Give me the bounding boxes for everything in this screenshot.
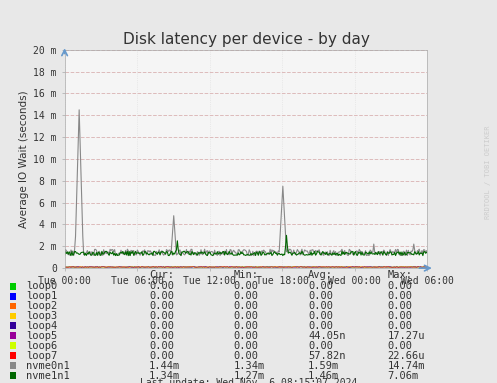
Title: Disk latency per device - by day: Disk latency per device - by day [123,32,369,47]
Text: 0.00: 0.00 [149,281,174,291]
Text: loop2: loop2 [26,301,57,311]
Text: loop3: loop3 [26,311,57,321]
Text: 0.00: 0.00 [149,311,174,321]
Text: 1.27m: 1.27m [234,371,265,381]
Text: 0.00: 0.00 [388,291,413,301]
Text: loop5: loop5 [26,331,57,341]
Text: 0.00: 0.00 [388,301,413,311]
Text: 0.00: 0.00 [308,281,333,291]
Text: 0.00: 0.00 [388,311,413,321]
Text: 0.00: 0.00 [308,341,333,351]
Text: 1.46m: 1.46m [308,371,339,381]
Text: 0.00: 0.00 [149,291,174,301]
Text: nvme0n1: nvme0n1 [26,361,70,371]
Text: 0.00: 0.00 [149,341,174,351]
Text: 0.00: 0.00 [308,301,333,311]
Text: 1.59m: 1.59m [308,361,339,371]
Text: 7.06m: 7.06m [388,371,419,381]
Text: 0.00: 0.00 [388,281,413,291]
Text: 0.00: 0.00 [149,301,174,311]
Text: 0.00: 0.00 [388,321,413,331]
Text: Min:: Min: [234,270,258,280]
Text: 1.34m: 1.34m [234,361,265,371]
Text: 0.00: 0.00 [308,291,333,301]
Text: Avg:: Avg: [308,270,333,280]
Text: loop4: loop4 [26,321,57,331]
Text: loop0: loop0 [26,281,57,291]
Text: 22.66u: 22.66u [388,351,425,361]
Text: 0.00: 0.00 [308,321,333,331]
Text: 0.00: 0.00 [234,321,258,331]
Text: 0.00: 0.00 [234,281,258,291]
Text: 0.00: 0.00 [149,351,174,361]
Text: loop7: loop7 [26,351,57,361]
Text: 14.74m: 14.74m [388,361,425,371]
Text: loop6: loop6 [26,341,57,351]
Text: Last update: Wed Nov  6 08:15:07 2024: Last update: Wed Nov 6 08:15:07 2024 [140,378,357,383]
Text: 0.00: 0.00 [234,341,258,351]
Text: 1.34m: 1.34m [149,371,180,381]
Text: 0.00: 0.00 [234,291,258,301]
Text: 17.27u: 17.27u [388,331,425,341]
Text: 0.00: 0.00 [149,331,174,341]
Text: 0.00: 0.00 [308,311,333,321]
Text: 0.00: 0.00 [234,351,258,361]
Text: 57.82n: 57.82n [308,351,345,361]
Text: Cur:: Cur: [149,270,174,280]
Text: RRDTOOL / TOBI OETIKER: RRDTOOL / TOBI OETIKER [485,126,491,219]
Text: 0.00: 0.00 [234,331,258,341]
Text: 0.00: 0.00 [234,311,258,321]
Text: 0.00: 0.00 [234,301,258,311]
Text: 44.05n: 44.05n [308,331,345,341]
Text: Max:: Max: [388,270,413,280]
Text: loop1: loop1 [26,291,57,301]
Text: 0.00: 0.00 [149,321,174,331]
Text: 0.00: 0.00 [388,341,413,351]
Y-axis label: Average IO Wait (seconds): Average IO Wait (seconds) [19,90,29,228]
Text: 1.44m: 1.44m [149,361,180,371]
Text: nvme1n1: nvme1n1 [26,371,70,381]
